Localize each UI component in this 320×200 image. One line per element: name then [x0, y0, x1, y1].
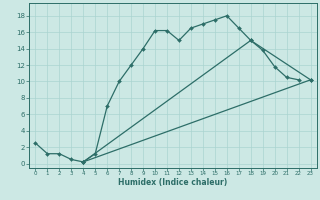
X-axis label: Humidex (Indice chaleur): Humidex (Indice chaleur) — [118, 178, 228, 187]
